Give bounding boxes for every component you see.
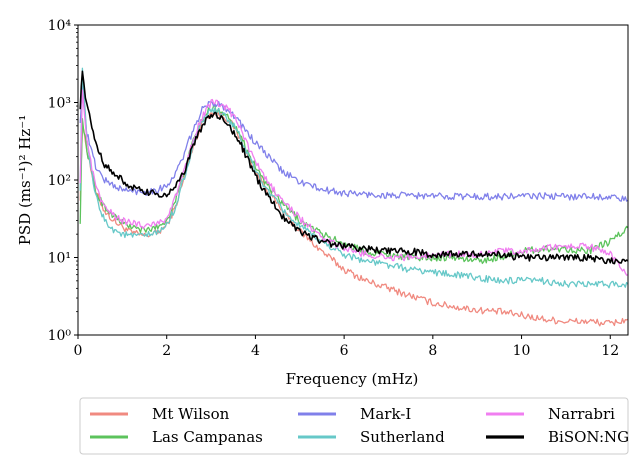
legend: Mt Wilson Las Campanas Mark-I Sutherland Nar… bbox=[79, 397, 629, 455]
series-line-bison-ng bbox=[79, 70, 628, 265]
y-tick-label: 10³ bbox=[48, 96, 71, 112]
x-tick-label: 4 bbox=[251, 343, 260, 359]
x-tick-label: 12 bbox=[601, 343, 619, 359]
series-layer bbox=[79, 67, 628, 327]
y-tick-label: 10⁰ bbox=[48, 328, 72, 344]
x-tick-label: 6 bbox=[340, 343, 349, 359]
legend-label: Las Campanas bbox=[152, 428, 263, 446]
y-tick-label: 10⁴ bbox=[48, 18, 72, 34]
x-axis: 0 2 4 6 8 10 12 bbox=[74, 335, 619, 359]
series-line-mt-wilson bbox=[79, 110, 628, 327]
series-line-sutherland bbox=[79, 67, 628, 289]
y-axis-title: PSD (ms⁻¹)² Hz⁻¹ bbox=[16, 115, 34, 245]
y-tick-label: 10² bbox=[48, 173, 71, 189]
series-line-las-campanas bbox=[79, 105, 628, 265]
x-tick-label: 8 bbox=[428, 343, 437, 359]
x-tick-label: 2 bbox=[162, 343, 171, 359]
series-line-mark-i bbox=[79, 85, 628, 202]
legend-label: Sutherland bbox=[360, 428, 445, 446]
x-axis-title: Frequency (mHz) bbox=[286, 370, 419, 388]
legend-label: Mt Wilson bbox=[152, 405, 230, 423]
legend-label: Mark-I bbox=[360, 405, 411, 423]
y-axis: 10⁰ 10¹ 10² 10³ 10⁴ bbox=[48, 18, 78, 344]
series-line-narrabri bbox=[79, 89, 628, 276]
plot-frame bbox=[77, 24, 629, 336]
x-tick-label: 10 bbox=[513, 343, 531, 359]
legend-frame bbox=[79, 397, 629, 455]
y-tick-label: 10¹ bbox=[48, 251, 71, 267]
legend-label: Narrabri bbox=[548, 405, 615, 423]
x-tick-label: 0 bbox=[74, 343, 83, 359]
legend-label: BiSON:NG bbox=[548, 428, 629, 446]
